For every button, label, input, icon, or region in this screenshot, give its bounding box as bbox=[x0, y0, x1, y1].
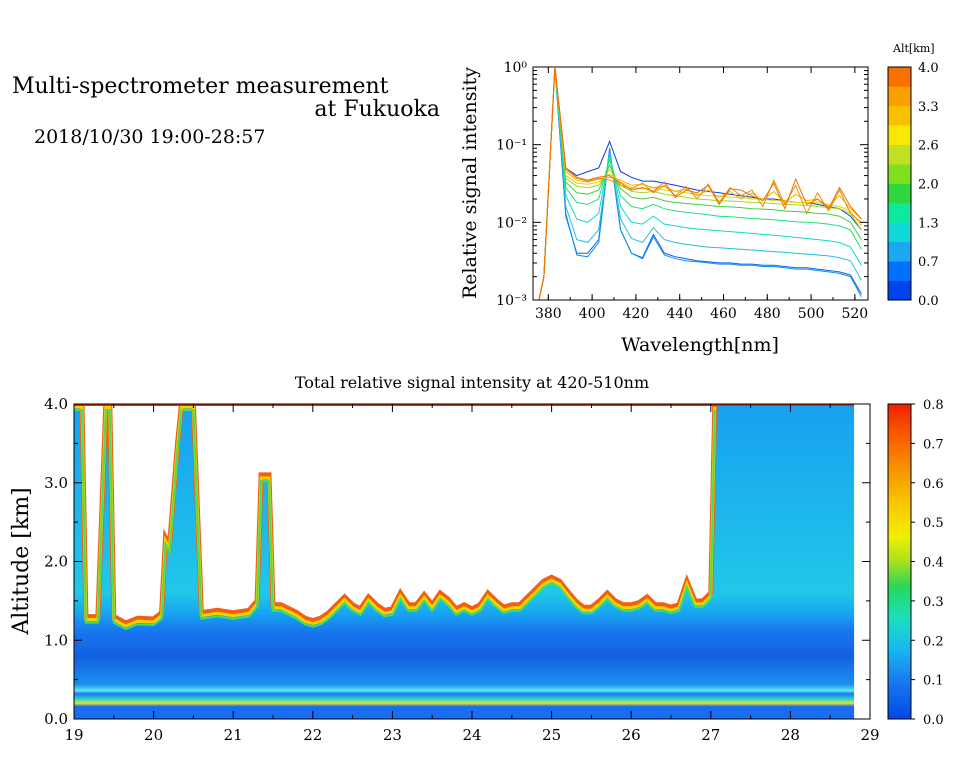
heatmap-cloud-edge-inner bbox=[74, 409, 716, 630]
heatmap-title: Total relative signal intensity at 420-5… bbox=[295, 373, 649, 392]
intensity-colorbar: 0.0 0.1 0.2 0.3 0.4 0.5 0.6 0.7 0.8 bbox=[887, 398, 944, 728]
altitude-colorbar-label: 1.3 bbox=[918, 216, 939, 231]
spectrum-x-tick-label: 380 bbox=[535, 306, 562, 322]
altitude-colorbar-cell bbox=[888, 241, 911, 262]
altitude-colorbar-label: 2.6 bbox=[918, 139, 939, 154]
heatmap-y-tick-label: 3.0 bbox=[44, 474, 68, 492]
heatmap-x-tick-label: 20 bbox=[144, 726, 163, 744]
spectrum-y-tick-label: 10⁻² bbox=[496, 215, 527, 231]
altitude-colorbar-cell bbox=[888, 202, 911, 223]
altitude-colorbar-cell bbox=[888, 280, 911, 301]
intensity-colorbar-label: 0.5 bbox=[923, 516, 944, 531]
heatmap-x-ticks: 19 20 21 22 23 24 25 26 27 28 29 bbox=[64, 404, 880, 744]
spectrum-y-tick-label: 10⁰ bbox=[504, 60, 528, 76]
spectrum-y-tick-label: 10⁻³ bbox=[496, 293, 527, 309]
intensity-colorbar-label: 0.6 bbox=[923, 477, 944, 492]
heatmap-x-tick-label: 27 bbox=[701, 726, 720, 744]
spectrum-series-line bbox=[538, 67, 862, 300]
page-title: Multi-spectrometer measurement bbox=[12, 74, 389, 99]
altitude-colorbar-label: 0.7 bbox=[918, 255, 939, 270]
heatmap-y-tick-label: 4.0 bbox=[44, 395, 68, 413]
heatmap-x-tick-label: 22 bbox=[303, 726, 322, 744]
spectrum-x-tick-label: 520 bbox=[841, 306, 868, 322]
spectrum-y-axis-label: Relative signal intensity bbox=[459, 67, 481, 299]
intensity-colorbar-gradient bbox=[888, 404, 911, 719]
altitude-colorbar-title: Alt[km] bbox=[892, 42, 935, 55]
intensity-colorbar-label: 0.0 bbox=[923, 713, 944, 728]
intensity-colorbar-labels: 0.0 0.1 0.2 0.3 0.4 0.5 0.6 0.7 0.8 bbox=[911, 398, 944, 728]
spectrum-series-line bbox=[538, 67, 862, 300]
spectrum-x-axis-label: Wavelength[nm] bbox=[621, 334, 779, 356]
spectrum-x-tick-label: 480 bbox=[754, 306, 781, 322]
altitude-colorbar-cell bbox=[888, 222, 911, 243]
altitude-colorbar-cell bbox=[888, 261, 911, 281]
spectrum-series-line bbox=[538, 67, 862, 300]
spectrum-y-ticks: 10⁰ 10⁻¹ 10⁻² 10⁻³ bbox=[496, 60, 868, 309]
spectrum-series-line bbox=[538, 67, 862, 300]
heatmap-x-tick-label: 19 bbox=[64, 726, 83, 744]
altitude-colorbar-cell bbox=[888, 86, 911, 107]
altitude-colorbar-label: 4.0 bbox=[918, 61, 939, 76]
intensity-colorbar-label: 0.3 bbox=[923, 595, 944, 610]
altitude-colorbar-cells bbox=[888, 67, 911, 301]
intensity-colorbar-label: 0.2 bbox=[923, 634, 944, 649]
altitude-colorbar-cell bbox=[888, 67, 911, 87]
altitude-colorbar-cell bbox=[888, 125, 911, 145]
altitude-colorbar-cell bbox=[888, 144, 911, 165]
altitude-colorbar-label: 3.3 bbox=[918, 100, 939, 115]
spectrum-y-tick-label: 10⁻¹ bbox=[496, 138, 527, 154]
measurement-datetime: 2018/10/30 19:00-28:57 bbox=[34, 126, 266, 148]
heatmap-y-tick-label: 0.0 bbox=[44, 710, 68, 728]
heatmap-x-tick-label: 26 bbox=[622, 726, 641, 744]
heatmap-y-axis-label: Altitude [km] bbox=[9, 487, 34, 635]
spectrum-x-tick-label: 500 bbox=[798, 306, 825, 322]
intensity-colorbar-label: 0.1 bbox=[923, 674, 944, 689]
altitude-colorbar-cell bbox=[888, 164, 911, 184]
spectrum-series-line bbox=[538, 67, 862, 300]
heatmap-x-tick-label: 21 bbox=[224, 726, 243, 744]
heatmap-x-tick-label: 29 bbox=[860, 726, 879, 744]
heatmap-y-tick-label: 1.0 bbox=[44, 631, 68, 649]
spectrum-x-tick-label: 440 bbox=[666, 306, 693, 322]
intensity-colorbar-label: 0.4 bbox=[923, 556, 944, 571]
page-subtitle: at Fukuoka bbox=[314, 97, 440, 122]
heatmap-x-tick-label: 25 bbox=[542, 726, 561, 744]
spectrum-series-group bbox=[538, 67, 862, 300]
intensity-colorbar-label: 0.8 bbox=[923, 398, 944, 413]
heatmap-x-tick-label: 24 bbox=[462, 726, 481, 744]
spectrum-series-line bbox=[538, 67, 862, 300]
spectrum-series-line bbox=[538, 67, 862, 300]
heatmap-x-tick-label: 23 bbox=[383, 726, 402, 744]
spectrum-x-tick-label: 460 bbox=[710, 306, 737, 322]
spectrum-x-tick-label: 400 bbox=[579, 306, 606, 322]
spectrum-x-tick-label: 420 bbox=[623, 306, 650, 322]
spectrum-x-ticks: 380 400 420 440 460 480 500 520 bbox=[535, 67, 868, 322]
altitude-colorbar-label: 0.0 bbox=[918, 294, 939, 309]
heatmap-y-tick-label: 2.0 bbox=[44, 553, 68, 571]
altitude-colorbar-cell bbox=[888, 105, 911, 126]
spectrum-series-line bbox=[538, 67, 862, 300]
altitude-colorbar-frame bbox=[887, 66, 912, 301]
heatmap-x-tick-label: 28 bbox=[781, 726, 800, 744]
spectrum-chart: 380 400 420 440 460 480 500 520 10⁰ 10⁻¹ 10⁻² 10⁻³… bbox=[459, 60, 869, 356]
intensity-colorbar-label: 0.7 bbox=[923, 437, 944, 452]
altitude-colorbar-label: 2.0 bbox=[918, 178, 939, 193]
altitude-colorbar: 4.0 3.3 2.6 2.0 1.3 0.7 0.0 Alt[km] bbox=[887, 42, 939, 309]
altitude-colorbar-cell bbox=[888, 183, 911, 204]
heatmap-y-ticks: 0.0 1.0 2.0 3.0 4.0 bbox=[44, 395, 870, 728]
altitude-colorbar-labels: 4.0 3.3 2.6 2.0 1.3 0.7 0.0 bbox=[918, 61, 939, 309]
spectrum-series-line bbox=[538, 67, 862, 300]
heatmap-chart: Total relative signal intensity at 420-5… bbox=[9, 373, 880, 744]
